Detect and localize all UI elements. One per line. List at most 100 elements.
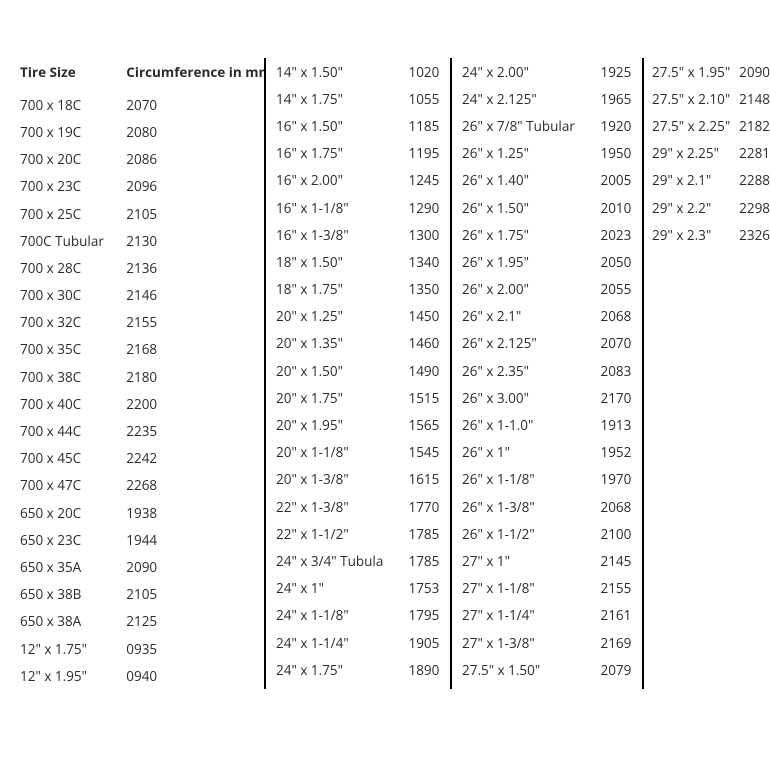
tire-size-cell: 26" x 7/8" Tubular (462, 117, 600, 135)
tire-size-cell: 12" x 1.95" (18, 667, 126, 685)
tire-table: Tire SizeCircumference in mm700 x 18C207… (0, 0, 770, 689)
circumference-cell: 1350 (408, 280, 450, 298)
table-row: 16" x 2.00"1245 (276, 167, 450, 194)
table-row: 27" x 1-1/4"2161 (462, 602, 642, 629)
table-row: 27.5" x 1.50"2079 (462, 656, 642, 683)
circumference-cell: 2068 (600, 498, 642, 516)
table-row: 700 x 47C2268 (18, 472, 264, 499)
tire-size-cell: 27.5" x 1.95" (652, 63, 739, 81)
circumference-cell: 1185 (408, 117, 450, 135)
circumference-cell: 2281 (739, 144, 770, 162)
table-row: 700 x 28C2136 (18, 254, 264, 281)
table-row: 12" x 1.95"0940 (18, 662, 264, 689)
table-row: 16" x 1.75"1195 (276, 140, 450, 167)
circumference-cell: 2096 (126, 177, 264, 195)
tire-size-cell: 14" x 1.75" (276, 90, 408, 108)
circumference-cell: 2155 (126, 313, 264, 331)
circumference-cell: 1565 (408, 416, 450, 434)
table-row: 24" x 3/4" Tubula1785 (276, 547, 450, 574)
table-row: 26" x 2.00"2055 (462, 276, 642, 303)
circumference-cell: 1938 (126, 504, 264, 522)
table-row: 24" x 1-1/4"1905 (276, 629, 450, 656)
tire-size-cell: 26" x 1.75" (462, 226, 600, 244)
table-row: 20" x 1.35"1460 (276, 330, 450, 357)
tire-size-cell: 24" x 1-1/4" (276, 634, 408, 652)
circumference-cell: 2148 (739, 90, 770, 108)
table-row: 650 x 38B2105 (18, 581, 264, 608)
table-row: 26" x 1-1/8"1970 (462, 466, 642, 493)
circumference-cell: 2125 (126, 612, 264, 630)
circumference-cell: 0940 (126, 667, 264, 685)
table-row: 29" x 2.25"2281 (652, 140, 770, 167)
tire-size-cell: 20" x 1-1/8" (276, 443, 408, 461)
circumference-cell: 2288 (739, 171, 770, 189)
table-row: 650 x 23C1944 (18, 526, 264, 553)
table-row: 27.5" x 1.95"2090 (652, 58, 770, 85)
circumference-cell: 1753 (408, 579, 450, 597)
table-row: 700 x 20C2086 (18, 146, 264, 173)
circumference-cell: 1925 (600, 63, 642, 81)
table-row: 650 x 20C1938 (18, 499, 264, 526)
table-row: 20" x 1.25"1450 (276, 303, 450, 330)
header-circumference: Circumference in mm (126, 63, 264, 81)
circumference-cell: 2079 (600, 661, 642, 679)
table-row: 26" x 1.40"2005 (462, 167, 642, 194)
tire-size-cell: 20" x 1.75" (276, 389, 408, 407)
table-row: 26" x 1.25"1950 (462, 140, 642, 167)
tire-size-cell: 27" x 1-1/4" (462, 606, 600, 624)
table-row: 18" x 1.75"1350 (276, 276, 450, 303)
circumference-cell: 1245 (408, 171, 450, 189)
table-row: 26" x 7/8" Tubular1920 (462, 112, 642, 139)
circumference-cell: 2235 (126, 422, 264, 440)
table-row: 26" x 1.75"2023 (462, 221, 642, 248)
tire-size-cell: 700 x 28C (18, 259, 126, 277)
tire-size-cell: 29" x 2.2" (652, 199, 739, 217)
circumference-cell: 2268 (126, 476, 264, 494)
tire-size-cell: 20" x 1.95" (276, 416, 408, 434)
table-row: 16" x 1-1/8"1290 (276, 194, 450, 221)
circumference-cell: 1340 (408, 253, 450, 271)
table-row: 20" x 1-3/8"1615 (276, 466, 450, 493)
circumference-cell: 2182 (739, 117, 770, 135)
table-row: 650 x 38A2125 (18, 608, 264, 635)
tire-size-cell: 18" x 1.75" (276, 280, 408, 298)
table-row: 16" x 1.50"1185 (276, 112, 450, 139)
table-row: 700 x 18C2070 (18, 91, 264, 118)
circumference-cell: 2090 (126, 558, 264, 576)
table-row: 24" x 1.75"1890 (276, 656, 450, 683)
circumference-cell: 1920 (600, 117, 642, 135)
tire-size-cell: 18" x 1.50" (276, 253, 408, 271)
circumference-cell: 1055 (408, 90, 450, 108)
circumference-cell: 2080 (126, 123, 264, 141)
circumference-cell: 1450 (408, 307, 450, 325)
circumference-cell: 2146 (126, 286, 264, 304)
tire-size-cell: 26" x 1.95" (462, 253, 600, 271)
tire-size-cell: 26" x 2.1" (462, 307, 600, 325)
table-row: 700 x 23C2096 (18, 173, 264, 200)
table-column: 24" x 2.00"192524" x 2.125"196526" x 7/8… (452, 58, 644, 689)
circumference-cell: 1952 (600, 443, 642, 461)
table-row: 27" x 1-3/8"2169 (462, 629, 642, 656)
table-row: 26" x 1.50"2010 (462, 194, 642, 221)
tire-size-cell: 700 x 35C (18, 340, 126, 358)
table-row: 700 x 19C2080 (18, 118, 264, 145)
tire-size-cell: 24" x 1-1/8" (276, 606, 408, 624)
circumference-cell: 1460 (408, 334, 450, 352)
circumference-cell: 1950 (600, 144, 642, 162)
circumference-cell: 2145 (600, 552, 642, 570)
circumference-cell: 2068 (600, 307, 642, 325)
table-row: 700 x 38C2180 (18, 363, 264, 390)
tire-size-cell: 29" x 2.1" (652, 171, 739, 189)
tire-size-cell: 700 x 23C (18, 177, 126, 195)
tire-size-cell: 20" x 1.35" (276, 334, 408, 352)
tire-size-cell: 700 x 25C (18, 205, 126, 223)
circumference-cell: 2242 (126, 449, 264, 467)
table-column: 14" x 1.50"102014" x 1.75"105516" x 1.50… (266, 58, 452, 689)
table-row: 27" x 1"2145 (462, 547, 642, 574)
tire-size-cell: 650 x 23C (18, 531, 126, 549)
table-row: 27.5" x 2.10"2148 (652, 85, 770, 112)
tire-size-cell: 26" x 1-1.0" (462, 416, 600, 434)
tire-size-cell: 27" x 1" (462, 552, 600, 570)
table-row: 29" x 2.1"2288 (652, 167, 770, 194)
circumference-cell: 1300 (408, 226, 450, 244)
